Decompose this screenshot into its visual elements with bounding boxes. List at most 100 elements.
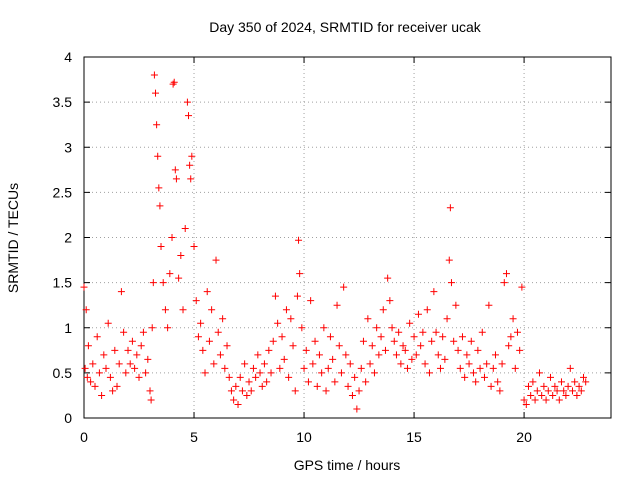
data-point	[544, 387, 552, 395]
data-point	[249, 364, 257, 372]
data-point	[245, 378, 253, 386]
data-point	[91, 382, 99, 390]
data-point	[159, 279, 167, 287]
data-point	[263, 378, 271, 386]
data-point	[154, 152, 162, 160]
plot-frame	[83, 56, 612, 419]
data-point	[445, 256, 453, 264]
data-point	[562, 391, 570, 399]
data-point	[331, 378, 339, 386]
data-point	[364, 315, 372, 323]
y-axis-label: SRMTID / TECUs	[5, 183, 21, 293]
data-point	[410, 333, 418, 341]
data-point	[183, 98, 191, 106]
data-point	[432, 328, 440, 336]
data-point	[498, 360, 506, 368]
data-point	[219, 315, 227, 323]
data-point	[126, 360, 134, 368]
data-point	[135, 373, 143, 381]
data-point	[452, 301, 460, 309]
data-point	[474, 346, 482, 354]
data-point	[454, 346, 462, 354]
data-point	[540, 382, 548, 390]
data-point	[106, 373, 114, 381]
data-point	[577, 387, 585, 395]
data-point	[120, 328, 128, 336]
data-point	[513, 328, 521, 336]
tick-labels: 0 5 10 15 20 0 0.5 1 1.5 2 2.5 3 3.5 4	[53, 49, 533, 445]
data-point	[234, 400, 242, 408]
data-point	[307, 297, 315, 305]
data-point	[487, 382, 495, 390]
data-point	[476, 364, 484, 372]
data-point	[397, 360, 405, 368]
data-point	[357, 364, 365, 372]
data-point	[166, 270, 174, 278]
data-point	[344, 382, 352, 390]
data-point	[375, 351, 383, 359]
data-point	[370, 369, 378, 377]
data-point	[102, 364, 110, 372]
data-point	[485, 301, 493, 309]
data-point	[201, 369, 209, 377]
data-point	[502, 270, 510, 278]
data-point	[267, 369, 275, 377]
data-point	[496, 387, 504, 395]
data-point	[280, 355, 288, 363]
data-point	[156, 202, 164, 210]
y-tick-label: 4	[64, 49, 72, 65]
data-point	[171, 166, 179, 174]
data-point	[388, 324, 396, 332]
data-point	[500, 279, 508, 287]
data-point	[311, 337, 319, 345]
data-point	[87, 378, 95, 386]
data-point	[337, 369, 345, 377]
x-axis-label: GPS time / hours	[294, 457, 401, 473]
data-point	[491, 351, 499, 359]
data-point	[529, 378, 537, 386]
data-point	[83, 373, 91, 381]
data-point	[412, 351, 420, 359]
data-point	[309, 360, 317, 368]
data-point	[379, 306, 387, 314]
data-point	[124, 346, 132, 354]
data-point	[355, 387, 363, 395]
data-point	[133, 351, 141, 359]
x-tick-label: 10	[296, 429, 312, 445]
data-point	[153, 121, 161, 129]
data-point	[291, 387, 299, 395]
data-point	[302, 346, 310, 354]
data-point	[212, 256, 220, 264]
data-point	[406, 319, 414, 327]
data-point	[566, 364, 574, 372]
data-point	[366, 360, 374, 368]
data-point	[243, 391, 251, 399]
data-point	[104, 319, 112, 327]
data-point	[436, 364, 444, 372]
data-point	[98, 391, 106, 399]
data-point	[447, 279, 455, 287]
data-point	[205, 337, 213, 345]
data-point	[232, 382, 240, 390]
data-point	[150, 71, 158, 79]
data-point	[210, 360, 218, 368]
x-tick-label: 20	[516, 429, 532, 445]
data-point	[421, 360, 429, 368]
data-point	[419, 328, 427, 336]
data-point	[214, 328, 222, 336]
data-point	[579, 373, 587, 381]
data-point	[197, 319, 205, 327]
data-point	[296, 270, 304, 278]
data-point	[346, 360, 354, 368]
data-point	[179, 306, 187, 314]
data-point	[458, 333, 466, 341]
data-point	[520, 396, 528, 404]
data-point	[441, 355, 449, 363]
data-point	[456, 364, 464, 372]
data-point	[469, 369, 477, 377]
data-point	[139, 328, 147, 336]
data-point	[164, 324, 172, 332]
data-point	[373, 324, 381, 332]
data-point	[152, 89, 160, 97]
